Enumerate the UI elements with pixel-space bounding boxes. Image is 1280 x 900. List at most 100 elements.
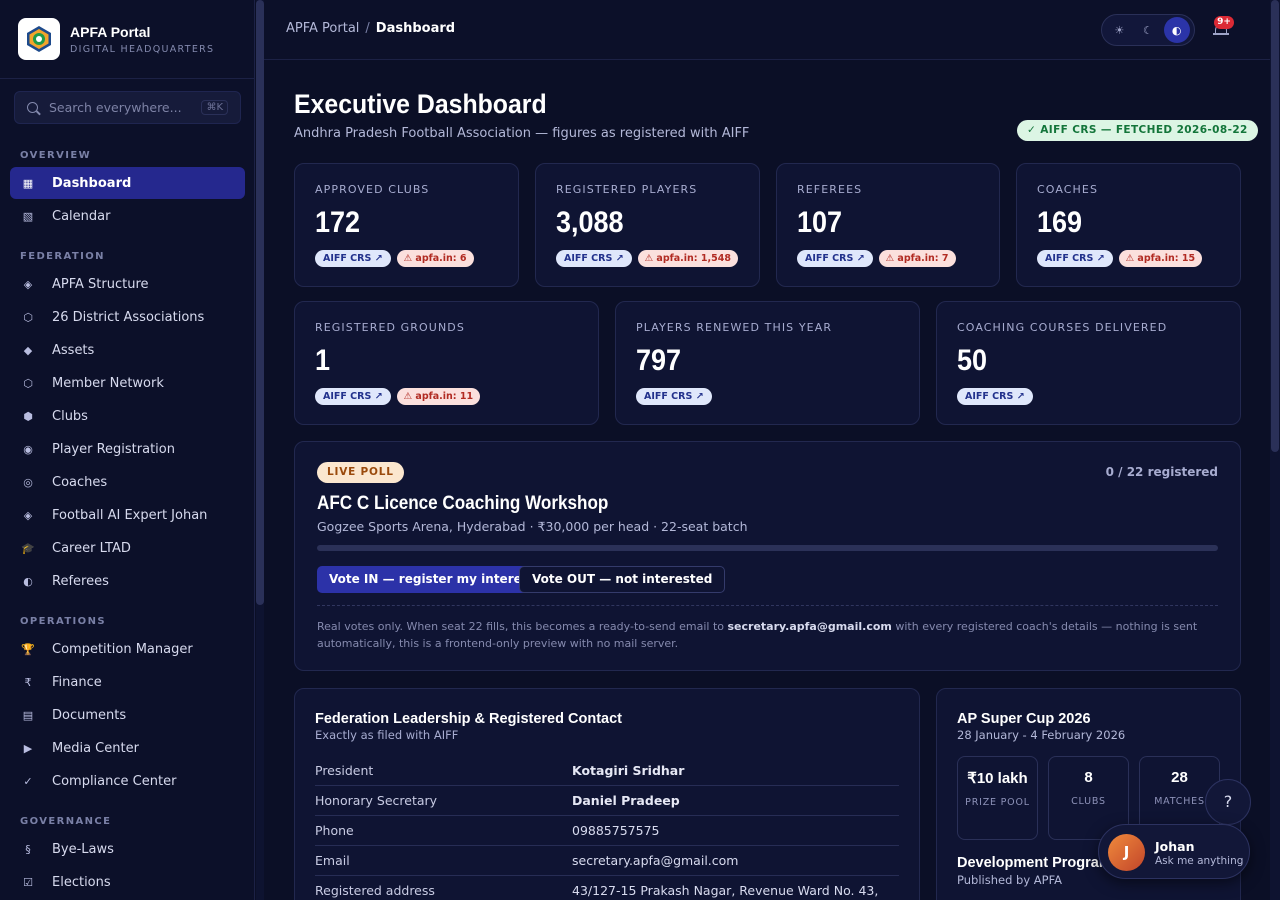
- stat-card-players-renewed[interactable]: PLAYERS RENEWED THIS YEAR 797 AIFF CRS ↗: [615, 301, 920, 425]
- graduation-cap-icon: 🎓: [21, 541, 35, 555]
- sun-icon[interactable]: ☀: [1114, 23, 1125, 37]
- aiff-crs-link[interactable]: AIFF CRS ↗: [797, 250, 873, 267]
- stat-card-registered-players[interactable]: REGISTERED PLAYERS 3,088 AIFF CRS ↗ ⚠ ap…: [535, 163, 760, 287]
- development-programmes-subtitle: Published by APFA: [957, 873, 1063, 887]
- sidebar-item-label: Competition Manager: [52, 641, 193, 657]
- ai-icon: ◈: [23, 508, 33, 522]
- aiff-crs-link[interactable]: AIFF CRS ↗: [636, 388, 712, 405]
- poll-divider: [317, 605, 1218, 606]
- leadership-subtitle: Exactly as filed with AIFF: [315, 728, 459, 742]
- network-icon: ⬡: [23, 376, 33, 390]
- aiff-crs-link[interactable]: AIFF CRS ↗: [315, 388, 391, 405]
- referee-icon: ◐: [23, 574, 33, 588]
- vote-out-button[interactable]: Vote OUT — not interested: [519, 566, 726, 593]
- contrast-icon[interactable]: ◐: [1163, 17, 1190, 43]
- sidebar-scrollbar[interactable]: [256, 0, 264, 900]
- sidebar-scrollbar-thumb[interactable]: [256, 0, 264, 605]
- brand-subtitle: DIGITAL HEADQUARTERS: [70, 43, 215, 55]
- poll-progress-bar: [317, 545, 1218, 551]
- stat-label: COACHING COURSES DELIVERED: [957, 321, 1168, 334]
- sidebar-item-label: Media Center: [52, 740, 139, 756]
- rupee-icon: ₹: [24, 675, 32, 689]
- stat-card-registered-grounds[interactable]: REGISTERED GROUNDS 1 AIFF CRS ↗ ⚠ apfa.i…: [294, 301, 599, 425]
- sidebar-item-apfa-structure[interactable]: ◈ APFA Structure: [10, 268, 245, 300]
- vote-in-button[interactable]: Vote IN — register my interest: [317, 566, 547, 593]
- search-input[interactable]: [49, 100, 189, 115]
- nav-section-heading: OVERVIEW: [20, 150, 92, 161]
- aiff-crs-link[interactable]: AIFF CRS ↗: [957, 388, 1033, 405]
- sidebar-item-26-district-associations[interactable]: ⬡ 26 District Associations: [10, 301, 245, 333]
- assistant-tagline: Ask me anything: [1155, 855, 1244, 867]
- super-cup-dates: 28 January - 4 February 2026: [957, 728, 1126, 742]
- sidebar-item-elections[interactable]: ☑ Elections: [10, 866, 245, 898]
- page-title: Executive Dashboard: [294, 89, 547, 119]
- district-icon: ⬡: [23, 310, 33, 324]
- grid-icon: ▦: [22, 176, 34, 190]
- help-button[interactable]: ?: [1205, 779, 1251, 825]
- johan-assistant-launcher[interactable]: J Johan Ask me anything: [1098, 824, 1250, 879]
- stat-card-coaching-courses[interactable]: COACHING COURSES DELIVERED 50 AIFF CRS ↗: [936, 301, 1241, 425]
- sidebar-item-compliance-center[interactable]: ✓ Compliance Center: [10, 765, 245, 797]
- secretary-email: secretary.apfa@gmail.com: [727, 620, 892, 633]
- stat-card-coaches[interactable]: COACHES 169 AIFF CRS ↗ ⚠ apfa.in: 15: [1016, 163, 1241, 287]
- main-scrollbar[interactable]: [1270, 0, 1280, 900]
- aiff-crs-link[interactable]: AIFF CRS ↗: [315, 250, 391, 267]
- leadership-title: Federation Leadership & Registered Conta…: [315, 711, 622, 727]
- sidebar-item-coaches[interactable]: ◎ Coaches: [10, 466, 245, 498]
- sidebar-item-label: Compliance Center: [52, 773, 177, 789]
- stat-value: 28: [1171, 769, 1188, 786]
- sidebar-item-career-ltad[interactable]: 🎓 Career LTAD: [10, 532, 245, 564]
- stat-label: PLAYERS RENEWED THIS YEAR: [636, 321, 833, 334]
- stat-card-referees[interactable]: REFEREES 107 AIFF CRS ↗ ⚠ apfa.in: 7: [776, 163, 1000, 287]
- theme-toggle[interactable]: ☀ ☾ ◐: [1101, 14, 1195, 46]
- main-scrollbar-thumb[interactable]: [1271, 0, 1279, 452]
- apfa-discrepancy-badge: ⚠ apfa.in: 15: [1118, 250, 1203, 267]
- sidebar-item-finance[interactable]: ₹ Finance: [10, 666, 245, 698]
- stat-value: 50: [957, 344, 988, 377]
- leadership-value: Kotagiri Sridhar: [572, 763, 685, 778]
- coach-icon: ◎: [23, 475, 33, 489]
- poll-note: Real votes only. When seat 22 fills, thi…: [317, 620, 1198, 650]
- sidebar-item-clubs[interactable]: ⬢ Clubs: [10, 400, 245, 432]
- structure-icon: ◈: [23, 277, 33, 291]
- apfa-discrepancy-badge: ⚠ apfa.in: 11: [396, 388, 481, 405]
- prize-pool-stat: ₹10 lakh PRIZE POOL: [957, 756, 1038, 840]
- leadership-key: Email: [315, 853, 350, 868]
- sidebar-item-assets[interactable]: ◆ Assets: [10, 334, 245, 366]
- sidebar-item-bye-laws[interactable]: § Bye-Laws: [10, 833, 245, 865]
- stat-value: 107: [797, 206, 843, 239]
- moon-icon[interactable]: ☾: [1143, 23, 1153, 37]
- sidebar-item-documents[interactable]: ▤ Documents: [10, 699, 245, 731]
- sidebar: APFA Portal DIGITAL HEADQUARTERS ⌘K OVER…: [0, 0, 255, 900]
- search-icon: [27, 102, 38, 113]
- sidebar-item-member-network[interactable]: ⬡ Member Network: [10, 367, 245, 399]
- nav-section-heading: FEDERATION: [20, 251, 105, 262]
- sidebar-item-media-center[interactable]: ▶ Media Center: [10, 732, 245, 764]
- super-cup-title: AP Super Cup 2026: [957, 711, 1091, 727]
- sidebar-item-competition-manager[interactable]: 🏆 Competition Manager: [10, 633, 245, 665]
- aiff-crs-link[interactable]: AIFF CRS ↗: [1037, 250, 1113, 267]
- leadership-key: President: [315, 763, 374, 778]
- leadership-value: secretary.apfa@gmail.com: [572, 853, 739, 868]
- sidebar-item-football-ai-expert-johan[interactable]: ◈ Football AI Expert Johan: [10, 499, 245, 531]
- aiff-crs-link[interactable]: AIFF CRS ↗: [556, 250, 632, 267]
- sidebar-item-label: Football AI Expert Johan: [52, 507, 208, 523]
- sidebar-item-player-registration[interactable]: ◉ Player Registration: [10, 433, 245, 465]
- stat-card-approved-clubs[interactable]: APPROVED CLUBS 172 AIFF CRS ↗ ⚠ apfa.in:…: [294, 163, 519, 287]
- calendar-icon: ▧: [22, 209, 34, 223]
- breadcrumb-root[interactable]: APFA Portal: [286, 21, 360, 36]
- sidebar-item-dashboard[interactable]: ▦ Dashboard: [10, 167, 245, 199]
- sidebar-item-label: Calendar: [52, 208, 111, 224]
- sidebar-item-referees[interactable]: ◐ Referees: [10, 565, 245, 597]
- sidebar-item-calendar[interactable]: ▧ Calendar: [10, 200, 245, 232]
- sidebar-item-label: Member Network: [52, 375, 164, 391]
- stat-label: REGISTERED PLAYERS: [556, 183, 698, 196]
- stat-value: 797: [636, 344, 682, 377]
- search-box[interactable]: ⌘K: [14, 91, 241, 124]
- stat-label: MATCHES: [1154, 796, 1205, 807]
- apfa-logo-icon: [18, 18, 60, 60]
- nav-section-heading: GOVERNANCE: [20, 816, 112, 827]
- play-icon: ▶: [23, 741, 33, 755]
- brand[interactable]: APFA Portal DIGITAL HEADQUARTERS: [0, 0, 254, 79]
- leadership-value: Daniel Pradeep: [572, 793, 680, 808]
